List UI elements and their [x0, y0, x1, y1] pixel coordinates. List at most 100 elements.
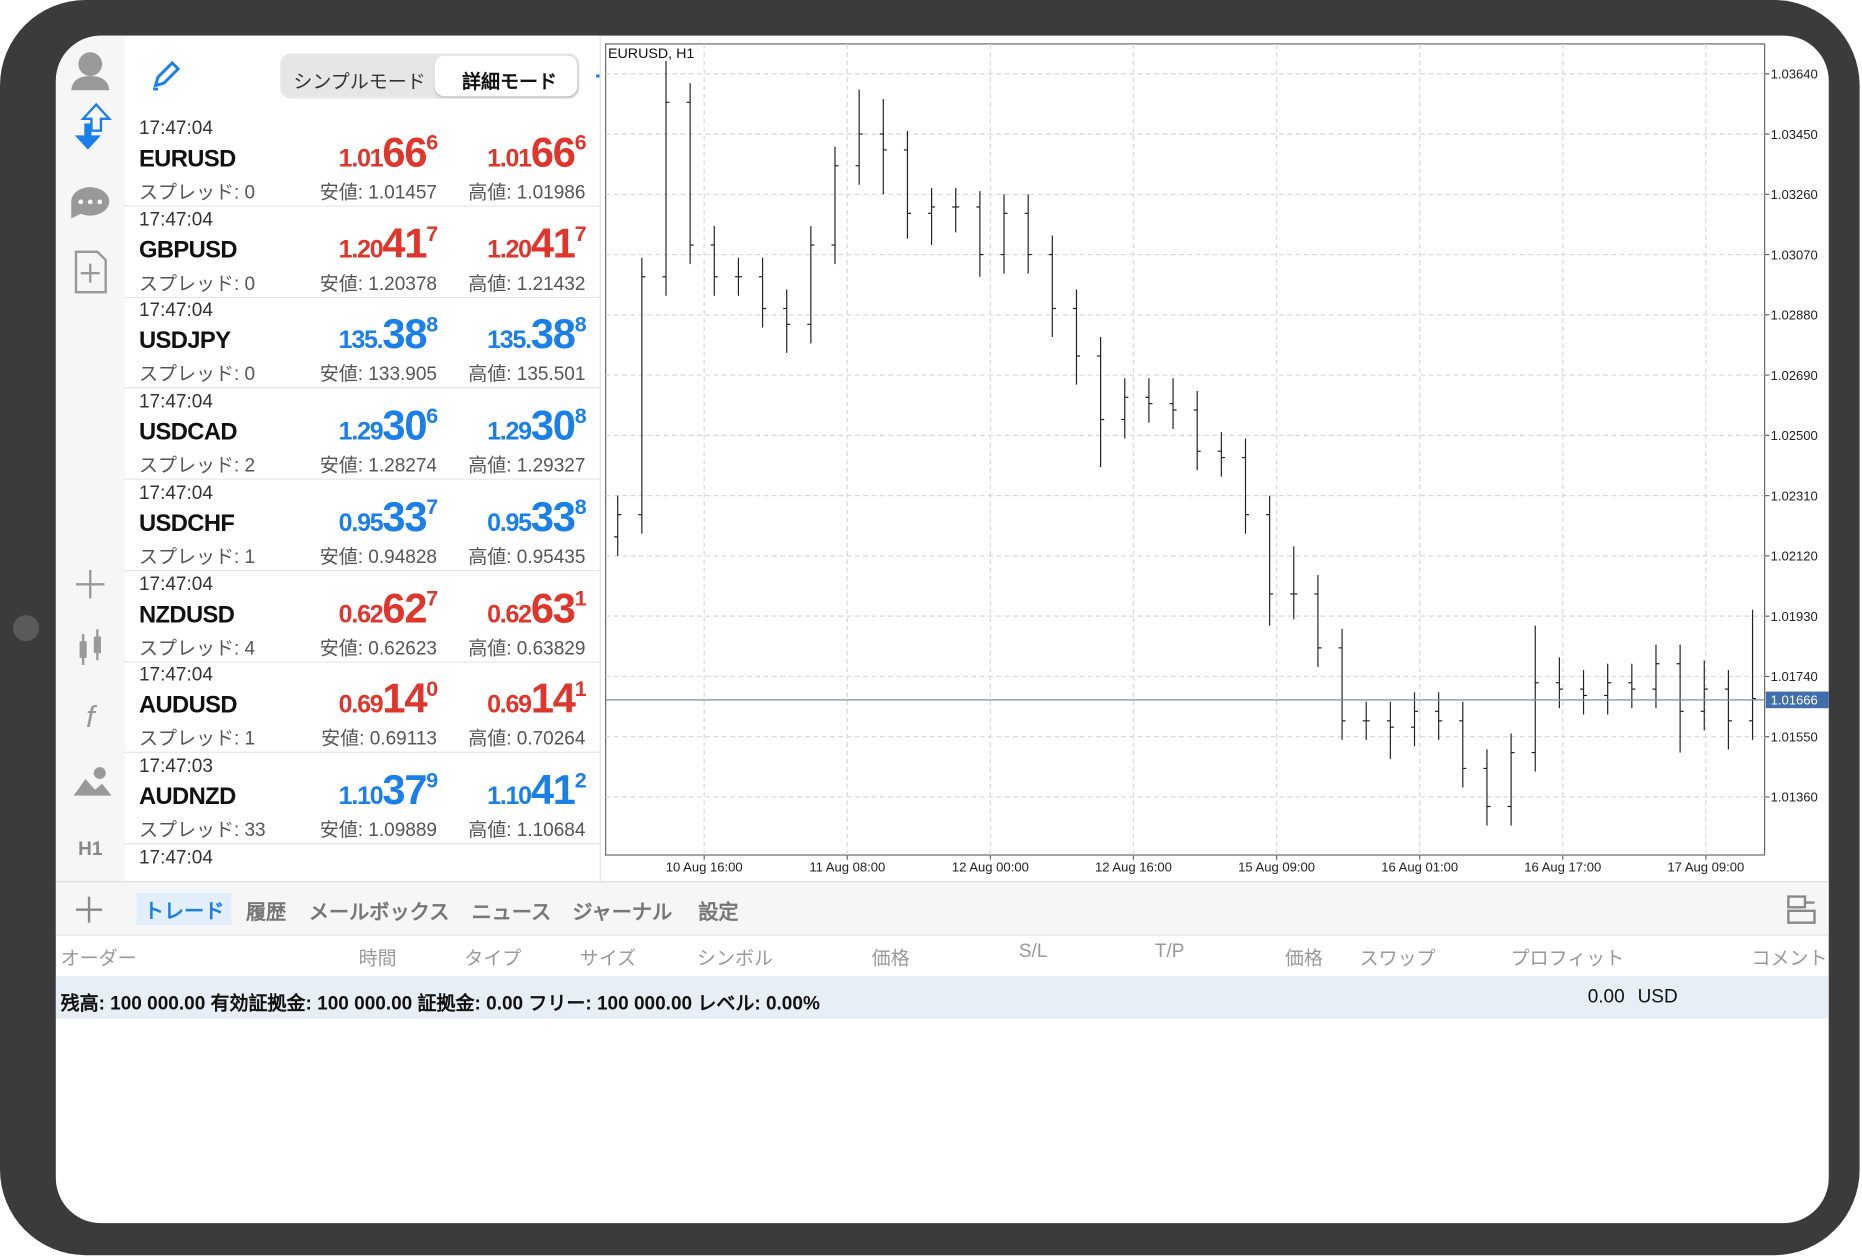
quote-spread: スプレッド: 4: [138, 638, 256, 659]
edit-icon[interactable]: [148, 57, 184, 93]
sidebar-icons: f H1: [71, 52, 112, 860]
quotes-icon[interactable]: [74, 102, 112, 150]
y-tick-label: 1.02880: [1771, 308, 1818, 323]
quote-time: 17:47:04: [138, 209, 213, 231]
quote-symbol: EURUSD: [138, 146, 236, 173]
quotes-panel: シンプルモード 詳細モード 17:47:04 EURUSD スプレッド: 0 安値: …: [124, 35, 600, 882]
price-part: 6: [426, 403, 438, 428]
account-icon[interactable]: [71, 52, 110, 91]
tab[interactable]: トレード: [136, 893, 232, 926]
price-part: 1: [574, 677, 587, 701]
quote-row[interactable]: 17:47:04 USDCAD スプレッド: 2 安値: 1.28274 高値: 1.2…: [124, 388, 600, 480]
current-price-box: [1765, 691, 1829, 709]
quote-low: 安値: 0.94828: [319, 547, 437, 568]
price-part: 1.20: [338, 235, 384, 264]
chart-type-icon[interactable]: [79, 629, 101, 665]
tab[interactable]: ジャーナル: [572, 901, 673, 924]
quote-spread: スプレッド: 0: [138, 273, 256, 295]
quote-row[interactable]: 17:47:04 NZDUSD スプレッド: 4 安値: 0.62623 高値: 0.6…: [124, 571, 600, 663]
price-part: 0.69: [487, 691, 532, 719]
tab[interactable]: 設定: [698, 901, 739, 924]
price-part: 8: [574, 403, 587, 428]
price-part: 33: [530, 493, 576, 541]
price-part: 1.10: [338, 782, 384, 810]
price-part: 38: [530, 311, 576, 358]
quote-bid: 135.388: [338, 311, 439, 360]
price-part: 0.95: [487, 509, 532, 537]
quote-high: 高値: 1.10684: [468, 820, 586, 841]
price-part: 0.62: [338, 600, 384, 628]
y-tick-label: 1.03640: [1771, 67, 1818, 82]
quote-time: 17:47:04: [138, 574, 213, 595]
quote-bid: 0.62627: [338, 585, 439, 633]
tab[interactable]: メールボックス: [308, 901, 450, 924]
quote-spread: スプレッド: 0: [138, 365, 256, 386]
price-part: 7: [426, 221, 438, 246]
price-part: 14: [530, 675, 576, 723]
x-tick-label: 15 Aug 09:00: [1238, 860, 1315, 875]
quote-ask: 1.01666: [487, 129, 587, 177]
timeframe[interactable]: H1: [78, 839, 103, 860]
quote-row[interactable]: 17:47:04 USDJPY スプレッド: 0 安値: 133.905 高値: 135…: [124, 297, 600, 389]
price-part: 37: [382, 766, 427, 814]
y-tick-label: 1.01550: [1771, 729, 1818, 744]
quote-spread: スプレッド: 2: [138, 456, 256, 477]
x-tick-label: 16 Aug 17:00: [1524, 860, 1601, 875]
quote-high: 高値: 135.501: [468, 365, 586, 386]
price-part: 1.01: [487, 144, 532, 173]
x-tick-label: 12 Aug 16:00: [1095, 860, 1172, 875]
price-part: 7: [426, 586, 438, 610]
quote-time: 17:47:04: [138, 300, 213, 322]
price-part: 8: [574, 494, 587, 519]
quote-row[interactable]: 17:47:04 GBPUSD スプレッド: 0 安値: 1.20378 高値: 1.2…: [124, 206, 600, 298]
price-part: 135.: [338, 327, 384, 355]
selected-mode: [434, 55, 578, 97]
quote-symbol: USDJPY: [138, 328, 231, 355]
quote-time: 17:47:04: [138, 391, 213, 413]
screen: f H1 シンプルモード 詳細モード 17:47:04 EURUSD スプレッド: …: [55, 35, 1829, 1224]
quote-high: 高値: 0.70264: [468, 729, 586, 750]
quote-ask: 1.20417: [487, 221, 587, 269]
column-header: 時間: [358, 948, 397, 969]
price-part: 0.62: [487, 600, 532, 628]
price-part: 1.29: [487, 418, 532, 446]
quote-symbol: AUDNZD: [138, 783, 236, 810]
quote-spread: スプレッド: 1: [138, 729, 256, 750]
quote-row[interactable]: 17:47:04: [125, 844, 600, 881]
quote-time: 17:47:04: [138, 847, 213, 868]
current-price-label: 1.01666: [1771, 693, 1818, 708]
column-header: プロフィット: [1510, 948, 1625, 969]
price-part: 135.: [487, 327, 532, 355]
quote-symbol: NZDUSD: [138, 601, 235, 628]
quote-ask: 0.95338: [487, 493, 587, 542]
quote-row[interactable]: 17:47:04 AUDUSD スプレッド: 1 安値: 0.69113 高値: 0.7…: [124, 662, 600, 754]
add-tab[interactable]: [72, 893, 105, 926]
price-part: 41: [382, 220, 427, 267]
price-part: 38: [382, 311, 427, 358]
currency: USD: [1637, 986, 1678, 1007]
quote-row[interactable]: 17:47:03 AUDNZD スプレッド: 33 安値: 1.09889 高値: 1.…: [124, 753, 600, 845]
quote-ask: 0.69141: [487, 675, 587, 724]
quote-low: 安値: 0.69113: [321, 729, 437, 750]
quote-time: 17:47:04: [138, 665, 213, 686]
quote-row[interactable]: 17:47:04 EURUSD スプレッド: 0 安値: 1.01457 高値: 1.0…: [124, 115, 600, 207]
tab[interactable]: ニュース: [471, 901, 552, 924]
price-part: 6: [426, 130, 438, 155]
quote-ask: 0.62631: [487, 585, 587, 633]
layout-icon[interactable]: [1785, 893, 1818, 926]
column-header: T/P: [1154, 941, 1185, 962]
chat-icon[interactable]: [71, 187, 110, 219]
x-tick-label: 16 Aug 01:00: [1381, 860, 1458, 875]
mode-detail[interactable]: 詳細モード: [461, 72, 557, 93]
price-part: 9: [426, 768, 438, 792]
price-part: 6: [574, 130, 587, 155]
mode-simple[interactable]: シンプルモード: [293, 72, 426, 93]
crosshair-icon[interactable]: [76, 570, 105, 599]
new-order-icon[interactable]: [74, 250, 107, 294]
quote-row[interactable]: 17:47:04 USDCHF スプレッド: 1 安値: 0.94828 高値: 0.9…: [124, 480, 600, 571]
price-part: 33: [382, 493, 427, 541]
objects-icon[interactable]: [73, 767, 112, 796]
indicator-icon[interactable]: f: [86, 699, 98, 734]
tab[interactable]: 履歴: [245, 901, 287, 924]
